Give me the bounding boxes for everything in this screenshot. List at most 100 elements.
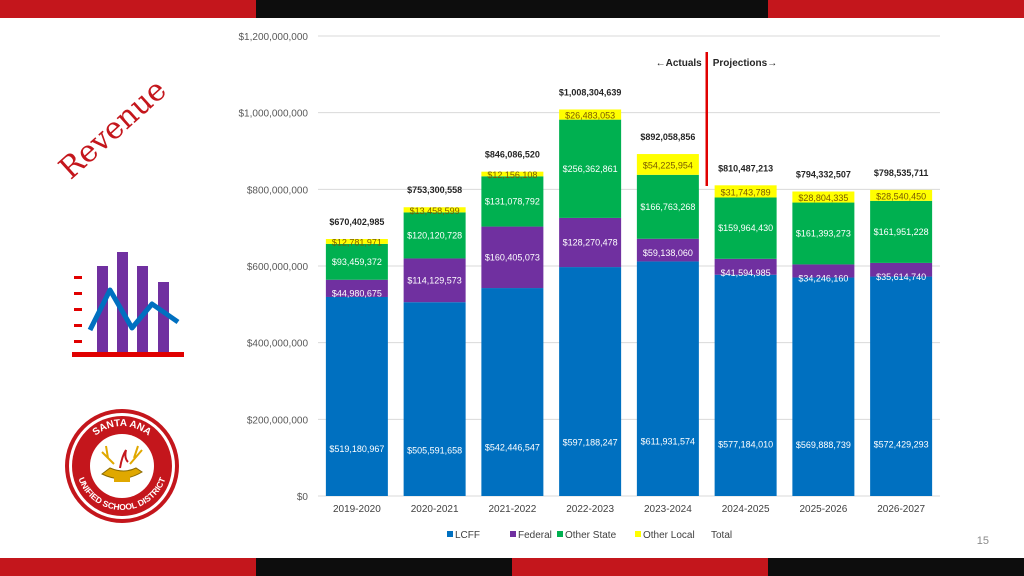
total-label: $810,487,213	[718, 163, 773, 173]
bar-segment-other-state	[714, 197, 777, 259]
bar-segment-lcff	[870, 276, 933, 496]
bar-segment-lcff	[559, 267, 622, 496]
bar-segment-federal	[636, 238, 699, 262]
band-segment	[768, 0, 1024, 18]
bar-segment-lcff	[714, 274, 777, 496]
legend-label: Total	[711, 530, 732, 541]
data-label: $120,120,728	[407, 230, 462, 240]
y-tick-label: $600,000,000	[247, 262, 309, 273]
band-segment	[256, 0, 512, 18]
data-label: $41,594,985	[721, 268, 771, 278]
data-label: $131,078,792	[485, 196, 540, 206]
y-tick-label: $200,000,000	[247, 415, 309, 426]
x-tick-label: 2025-2026	[799, 504, 847, 515]
bar-segment-other-state	[559, 119, 622, 218]
bar-segment-federal	[325, 279, 388, 297]
bar-segment-lcff	[792, 277, 855, 496]
data-label: $505,591,658	[407, 445, 462, 455]
data-label: $34,246,160	[798, 273, 848, 283]
y-tick-label: $400,000,000	[247, 339, 309, 350]
data-label: $572,429,293	[874, 440, 929, 450]
total-label: $892,058,856	[640, 132, 695, 142]
bar-segment-other-state	[325, 243, 388, 280]
data-label: $28,540,450	[876, 191, 926, 201]
bar-segment-other-local	[403, 207, 466, 213]
x-tick-label: 2026-2027	[877, 504, 925, 515]
data-label: $44,980,675	[332, 289, 382, 299]
bar-segment-other-local	[559, 109, 622, 120]
data-label: $256,362,861	[563, 164, 618, 174]
total-label: $794,332,507	[796, 170, 851, 180]
legend-swatch	[635, 531, 641, 537]
legend-swatch	[557, 531, 563, 537]
data-label: $519,180,967	[329, 444, 384, 454]
bar-segment-other-local	[792, 191, 855, 203]
district-seal-logo: SANTA ANA UNIFIED SCHOOL DISTRICT	[65, 409, 179, 523]
actuals-label: ←Actuals	[656, 58, 703, 69]
legend-label: Federal	[518, 530, 552, 541]
bar-segment-other-local	[870, 189, 933, 201]
legend-label: Other Local	[643, 530, 695, 541]
total-label: $670,402,985	[329, 217, 384, 227]
data-label: $28,804,335	[798, 193, 848, 203]
data-label: $597,188,247	[563, 438, 618, 448]
data-label: $54,225,954	[643, 160, 693, 170]
band-segment	[0, 558, 256, 576]
data-label: $13,458,599	[410, 206, 460, 216]
bar-segment-other-local	[636, 154, 699, 175]
bar-segment-other-state	[870, 200, 933, 263]
band-segment	[512, 0, 768, 18]
data-label: $542,446,547	[485, 442, 540, 452]
y-tick-label: $0	[297, 492, 309, 503]
x-tick-label: 2019-2020	[333, 504, 381, 515]
data-label: $31,743,789	[721, 187, 771, 197]
band-segment	[256, 558, 512, 576]
data-label: $12,781,971	[332, 237, 382, 247]
bar-segment-lcff	[325, 296, 388, 496]
data-label: $93,459,372	[332, 257, 382, 267]
band-segment	[512, 558, 768, 576]
projections-label: Projections→	[713, 58, 777, 69]
bar-segment-other-state	[403, 212, 466, 259]
bar-segment-other-state	[792, 202, 855, 265]
data-label: $114,129,573	[407, 275, 461, 285]
bar-segment-federal	[870, 262, 933, 277]
bar-segment-federal	[403, 258, 466, 303]
bottom-color-band	[0, 558, 1024, 576]
legend-swatch	[510, 531, 516, 537]
data-label: $611,931,574	[641, 436, 695, 446]
data-label: $59,138,060	[643, 248, 693, 258]
x-tick-label: 2024-2025	[722, 504, 770, 515]
bar-segment-other-local	[481, 171, 544, 177]
bar-segment-other-state	[636, 174, 699, 239]
bar-segment-federal	[792, 264, 855, 278]
data-label: $569,888,739	[796, 440, 851, 450]
data-label: $128,270,478	[563, 237, 618, 247]
bar-segment-lcff	[636, 261, 699, 496]
data-label: $577,184,010	[718, 439, 773, 449]
total-label: $846,086,520	[485, 150, 540, 160]
y-tick-label: $1,000,000,000	[238, 109, 308, 120]
y-tick-label: $800,000,000	[247, 185, 309, 196]
data-label: $26,483,053	[565, 111, 615, 121]
total-label: $798,535,711	[874, 168, 929, 178]
data-label: $161,951,228	[874, 227, 929, 237]
data-label: $159,964,430	[718, 223, 773, 233]
top-color-band	[0, 0, 1024, 18]
data-label: $35,614,740	[876, 272, 926, 282]
data-label: $12,156,108	[487, 170, 537, 180]
page-number: 15	[976, 535, 989, 547]
bar-segment-other-state	[481, 176, 544, 227]
bar-segment-lcff	[481, 288, 544, 496]
data-label: $161,393,273	[796, 228, 851, 238]
bar-segment-federal	[714, 258, 777, 275]
bar-segment-lcff	[403, 302, 466, 496]
bar-segment-other-local	[325, 239, 388, 244]
x-tick-label: 2020-2021	[411, 504, 459, 515]
x-tick-label: 2023-2024	[644, 504, 692, 515]
band-segment	[768, 558, 1024, 576]
legend-label: LCFF	[455, 530, 480, 541]
x-tick-label: 2021-2022	[488, 504, 536, 515]
total-label: $1,008,304,639	[559, 87, 622, 97]
